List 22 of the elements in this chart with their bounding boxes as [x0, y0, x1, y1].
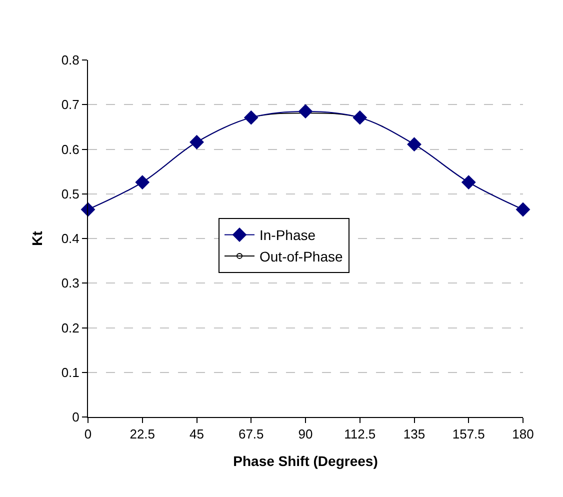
- y-tick-label: 0.7: [61, 97, 80, 112]
- x-tick-label: 45: [190, 426, 204, 442]
- y-tick-label: 0.4: [61, 231, 80, 246]
- y-tick-label: 0.1: [61, 364, 80, 380]
- x-tick-label: 22.5: [130, 426, 156, 442]
- x-tick-label: 157.5: [452, 426, 485, 442]
- y-tick-label: 0.8: [61, 52, 80, 68]
- legend-label: In-Phase: [260, 227, 316, 244]
- legend-label: Out-of-Phase: [260, 248, 343, 264]
- y-tick-label: 0.6: [61, 142, 80, 157]
- y-tick-label: 0.2: [61, 320, 80, 336]
- x-tick-label: 112.5: [344, 426, 376, 442]
- x-tick-label: 90: [298, 426, 313, 442]
- y-tick-label: 0.5: [61, 186, 80, 202]
- x-tick-label: 0: [84, 426, 92, 442]
- x-tick-label: 135: [403, 426, 426, 442]
- y-tick-label: 0.3: [61, 276, 80, 291]
- x-tick-label: 180: [512, 426, 534, 442]
- x-axis-title: Phase Shift (Degrees): [233, 452, 378, 469]
- y-tick-label: 0: [72, 410, 80, 425]
- x-tick-label: 67.5: [238, 426, 264, 442]
- y-axis-title: Kt: [28, 230, 45, 246]
